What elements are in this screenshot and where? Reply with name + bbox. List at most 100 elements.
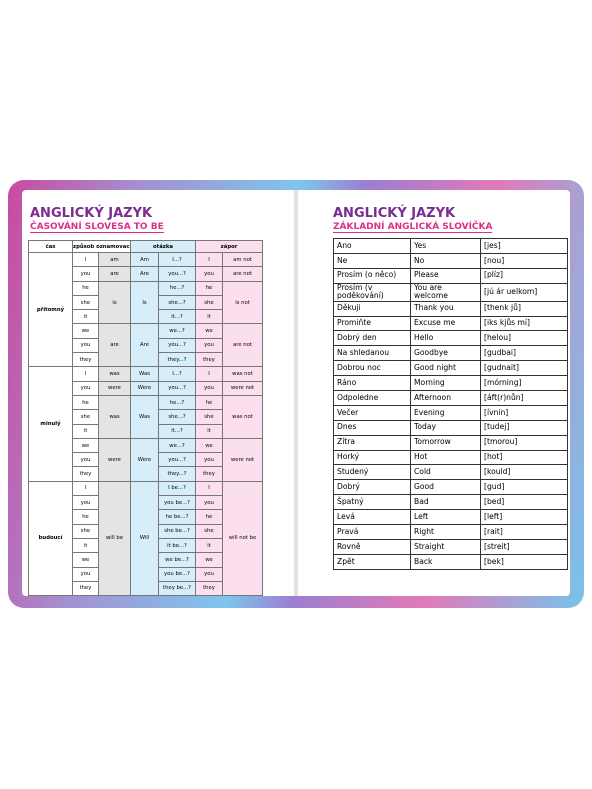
question-cell: you...? <box>158 380 196 396</box>
table-row: he is Is he...? he is not <box>29 280 264 325</box>
table-row: he was Was he...? he was not <box>29 394 264 439</box>
czech-cell: Dobrou noc <box>333 360 411 377</box>
pronoun-cell: they <box>72 580 99 597</box>
pronunciation-cell: [hot] <box>480 449 568 466</box>
negative-cell: will not be <box>221 480 264 597</box>
table-row: Zpět Back [bek] <box>333 553 568 570</box>
question-cell: I...? <box>158 251 196 268</box>
pronoun-cell: you <box>72 266 99 282</box>
page-subtitle: ZÁKLADNÍ ANGLICKÁ SLOVÍČKA <box>333 222 493 233</box>
verb-cell: am <box>98 251 131 268</box>
table-row: Studený Cold [kould] <box>333 464 568 481</box>
pronunciation-cell: [gud] <box>480 479 568 496</box>
czech-cell: Levá <box>333 509 411 526</box>
table-row: Pravá Right [rait] <box>333 524 568 540</box>
question-verb-cell: Will <box>130 480 159 597</box>
pronunciation-cell: [gudbai] <box>480 345 568 362</box>
pronoun-cell: we <box>195 552 223 568</box>
question-verb-cell: Was <box>130 394 159 439</box>
question-cell: she...? <box>158 294 196 311</box>
pronoun-cell: it <box>195 309 223 325</box>
pronunciation-cell: [left] <box>480 509 568 526</box>
verb-cell: were <box>98 437 131 482</box>
page-title: ANGLICKÝ JAZYK <box>333 206 456 221</box>
pronunciation-cell: [bed] <box>480 494 568 511</box>
table-row: Zítra Tomorrow [tmorou] <box>333 434 568 451</box>
table-row: Promiňte Excuse me [iks kjůs mí] <box>333 315 568 332</box>
english-cell: Straight <box>410 538 481 555</box>
czech-cell: Dobrý den <box>333 330 411 347</box>
table-row: you you...? you <box>29 337 263 354</box>
header-cell: otázka <box>130 240 196 253</box>
verb-cell: are <box>98 323 131 368</box>
english-cell: Today <box>410 419 481 436</box>
tense-cell: přítomný <box>28 251 73 368</box>
question-cell: they...? <box>158 466 196 482</box>
pronunciation-cell: [tmorou] <box>480 434 568 451</box>
negative-cell: were not <box>221 437 264 482</box>
english-cell: Evening <box>410 404 481 421</box>
question-cell: he be...? <box>158 509 196 525</box>
negative-cell: were not <box>221 380 264 396</box>
question-cell: we...? <box>158 323 196 339</box>
question-cell: it...? <box>158 423 196 439</box>
pronunciation-cell: [mórning] <box>480 375 568 392</box>
table-row: they they...? they <box>29 352 263 368</box>
question-cell: he...? <box>158 280 196 296</box>
table-row: you are Are you...? you are not <box>29 266 264 282</box>
pronoun-cell: it <box>72 423 99 439</box>
pronoun-cell: he <box>72 509 99 525</box>
pronunciation-cell: [streit] <box>480 538 568 555</box>
question-cell: it...? <box>158 309 196 325</box>
table-row: Horký Hot [hot] <box>333 449 568 466</box>
question-cell: they be...? <box>158 580 196 597</box>
pronoun-cell: they <box>195 352 223 368</box>
pronunciation-cell: [kould] <box>480 464 568 481</box>
question-cell: they...? <box>158 352 196 368</box>
czech-cell: Zítra <box>333 434 411 451</box>
english-cell: Tomorrow <box>410 434 481 451</box>
pronoun-cell: I <box>72 480 99 497</box>
english-cell: No <box>410 252 481 269</box>
table-row: Ráno Morning [mórning] <box>333 375 568 392</box>
pronunciation-cell: [helou] <box>480 330 568 347</box>
pronoun-cell: he <box>195 394 223 411</box>
table-row: Dnes Today [tudej] <box>333 419 568 436</box>
question-cell: it be...? <box>158 537 196 554</box>
pronoun-cell: they <box>195 580 223 597</box>
table-row: Ne No [nou] <box>333 252 568 269</box>
table-row: you you be...? you <box>29 495 263 511</box>
pronoun-cell: they <box>72 466 99 482</box>
pronoun-cell: we <box>72 552 99 568</box>
question-cell: he...? <box>158 394 196 411</box>
pronoun-cell: you <box>195 380 223 396</box>
czech-cell: Promiňte <box>333 315 411 332</box>
tense-cell: minulý <box>28 366 73 482</box>
pronoun-cell: you <box>72 452 99 468</box>
czech-cell: Prosím (v poděkování) <box>333 282 411 302</box>
question-verb-cell: Are <box>130 266 159 282</box>
table-row: Na shledanou Goodbye [gudbai] <box>333 345 568 362</box>
pronoun-cell: she <box>72 523 99 539</box>
czech-cell: Rovně <box>333 538 411 555</box>
table-row: Prosím (o něco) Please [plíz] <box>333 267 568 284</box>
czech-cell: Studený <box>333 464 411 481</box>
pronunciation-cell: [jes] <box>480 238 568 254</box>
table-row: Děkuji Thank you [thenk jů] <box>333 300 568 317</box>
pronoun-cell: she <box>72 294 99 311</box>
pronoun-cell: we <box>195 323 223 339</box>
pronoun-cell: we <box>72 323 99 339</box>
english-cell: Yes <box>410 238 481 254</box>
pronunciation-cell: [thenk jů] <box>480 300 568 317</box>
negative-cell: is not <box>221 280 264 325</box>
pronoun-cell: he <box>195 280 223 296</box>
pronoun-cell: he <box>195 509 223 525</box>
pronoun-cell: we <box>195 437 223 454</box>
table-row: Dobrý Good [gud] <box>333 479 568 496</box>
question-cell: you be...? <box>158 566 196 582</box>
pronunciation-cell: [áft(r)nůn] <box>480 390 568 406</box>
table-row: Dobrou noc Good night [gudnait] <box>333 360 568 377</box>
pronoun-cell: you <box>72 337 99 354</box>
header-row: čas způsob oznamovací otázka zápor <box>28 240 264 253</box>
